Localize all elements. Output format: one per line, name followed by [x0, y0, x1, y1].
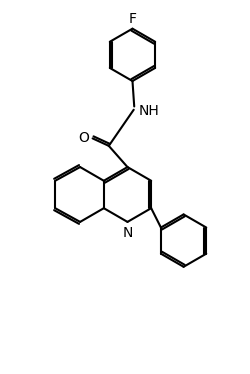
- Text: NH: NH: [139, 104, 160, 118]
- Text: F: F: [128, 12, 136, 26]
- Text: N: N: [122, 226, 133, 240]
- Text: O: O: [78, 131, 89, 145]
